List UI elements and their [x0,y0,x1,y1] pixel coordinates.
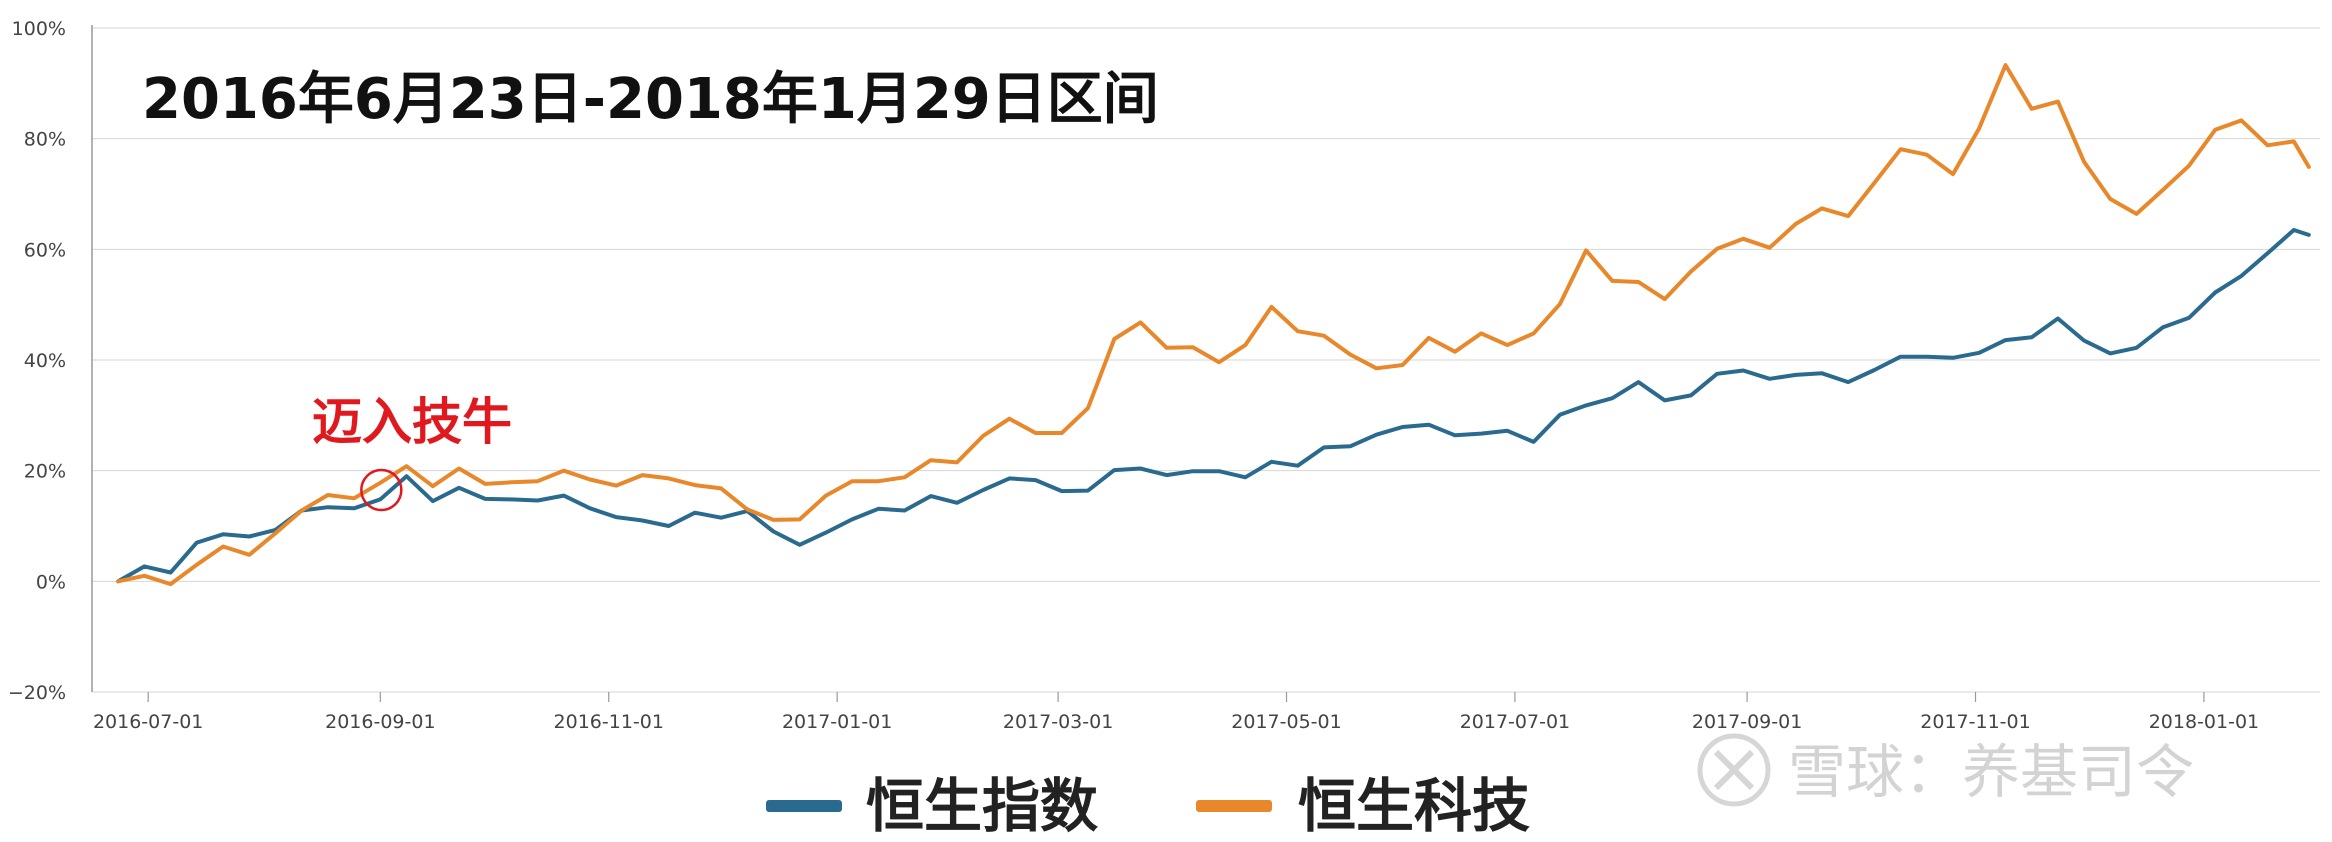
y-tick-label: −20% [8,682,66,704]
y-tick-label: 80% [24,129,66,151]
xueqiu-logo-icon [1697,733,1771,807]
series-line-hstech [116,63,2311,587]
y-tick-label: 20% [24,461,66,483]
annotation-circle-marker [360,468,403,512]
y-tick-label: 100% [12,18,66,40]
series-line-hsi [116,228,2311,584]
x-axis: 2016-07-01 2016-09-01 2016-11-01 2017-01-01… [93,692,2259,733]
watermark: 雪球：养基司令 [1697,733,2194,807]
x-tick-label: 2016-11-01 [554,711,664,733]
x-tick-label: 2017-03-01 [1003,711,1113,733]
x-tick-label: 2017-11-01 [1920,711,2030,733]
chart-title: 2016年6月23日-2018年1月29日区间 [142,67,1159,132]
x-tick-label: 2017-01-01 [782,711,892,733]
x-tick-label: 2017-05-01 [1231,711,1341,733]
watermark-text: 雪球：养基司令 [1788,738,2194,806]
y-tick-label: 60% [24,239,66,261]
legend-item-hstech: 恒生科技 [1196,772,1530,840]
x-tick-label: 2018-01-01 [2149,711,2259,733]
legend-swatch-hstech [1196,800,1272,812]
series-layer [116,63,2311,587]
x-tick-label: 2016-07-01 [93,711,203,733]
legend-label-hsi: 恒生指数 [866,772,1098,840]
y-tick-label: 40% [24,350,66,372]
legend-item-hsi: 恒生指数 [766,772,1098,840]
annotation-label: 迈入技牛 [312,393,512,451]
legend-label-hstech: 恒生科技 [1298,772,1530,840]
legend-swatch-hsi [766,800,842,812]
y-tick-label: 0% [36,571,66,593]
legend: 恒生指数 恒生科技 [766,772,1530,840]
x-tick-label: 2017-09-01 [1692,711,1802,733]
y-axis: 100% 80% 60% 40% 20% 0% −20% [8,18,66,704]
x-tick-label: 2016-09-01 [325,711,435,733]
x-tick-label: 2017-07-01 [1460,711,1570,733]
